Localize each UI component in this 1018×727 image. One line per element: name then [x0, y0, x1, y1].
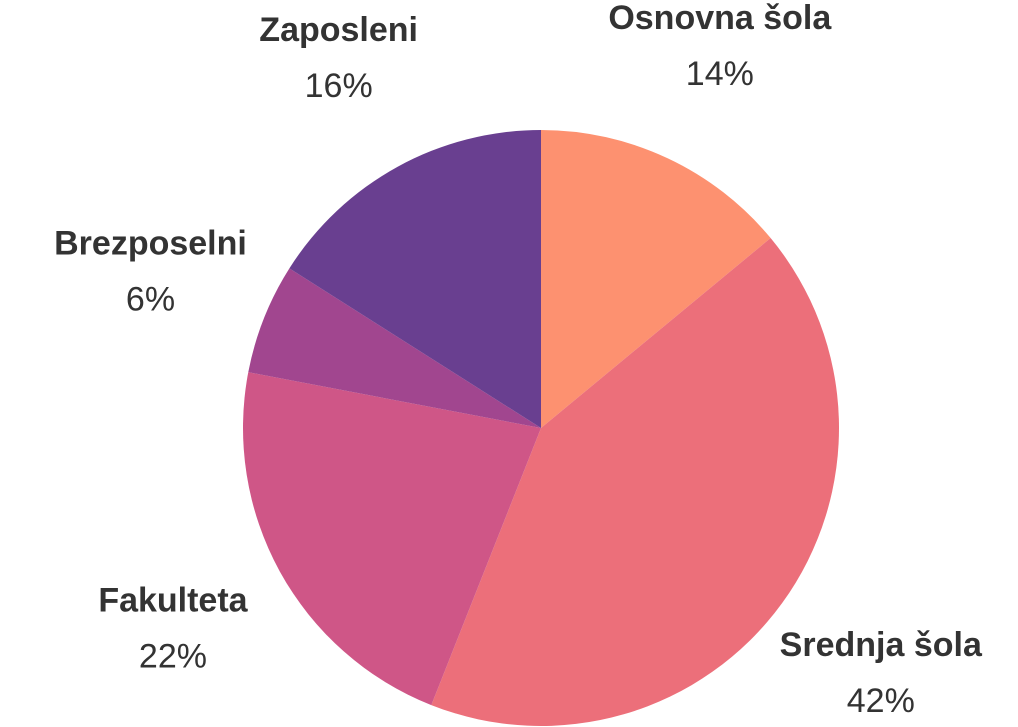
slice-label: Osnovna šola	[608, 0, 832, 37]
slice-label: Brezposelni	[54, 224, 247, 262]
pie-slice	[243, 372, 541, 706]
slice-value: 6%	[126, 280, 175, 318]
slice-value: 16%	[305, 67, 373, 105]
slice-label: Zaposleni	[259, 11, 418, 49]
slice-value: 14%	[686, 55, 754, 93]
pie-slice	[431, 238, 839, 726]
slice-label: Srednja šola	[780, 626, 983, 664]
pie-slice	[248, 268, 542, 428]
pie-slice	[541, 130, 771, 428]
pie-slice	[289, 130, 541, 428]
slice-value: 22%	[139, 637, 207, 675]
slice-label: Fakulteta	[98, 581, 248, 619]
slice-value: 42%	[847, 682, 915, 720]
